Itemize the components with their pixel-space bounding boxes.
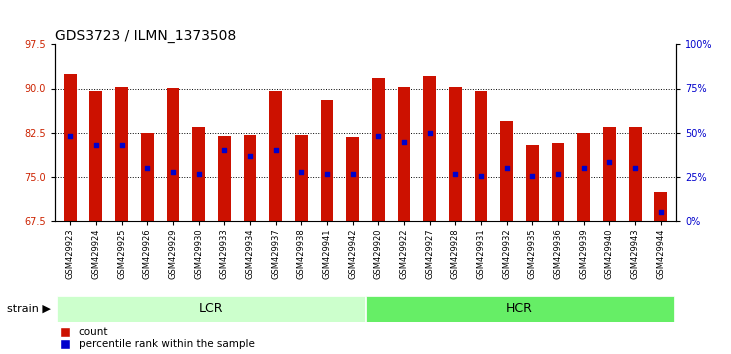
Text: LCR: LCR bbox=[199, 302, 224, 315]
Bar bbox=[295, 135, 308, 221]
Bar bbox=[269, 91, 282, 221]
Point bbox=[475, 173, 487, 179]
Point bbox=[346, 171, 358, 177]
Bar bbox=[64, 74, 77, 221]
Bar bbox=[192, 127, 205, 221]
Point bbox=[373, 133, 385, 138]
Text: strain ▶: strain ▶ bbox=[7, 304, 51, 314]
Point bbox=[604, 159, 616, 165]
Bar bbox=[500, 121, 513, 221]
Bar bbox=[115, 87, 128, 221]
Bar bbox=[58, 296, 366, 322]
Bar bbox=[243, 135, 257, 221]
Bar bbox=[603, 127, 616, 221]
Point bbox=[167, 170, 179, 175]
Bar bbox=[577, 133, 590, 221]
Bar bbox=[89, 91, 102, 221]
Point bbox=[398, 139, 410, 144]
Point bbox=[64, 133, 76, 138]
Bar bbox=[167, 88, 179, 221]
Point bbox=[141, 165, 153, 171]
Point bbox=[193, 171, 205, 177]
Point bbox=[90, 142, 102, 147]
Point bbox=[244, 154, 256, 159]
Point bbox=[450, 171, 461, 177]
Bar bbox=[366, 296, 673, 322]
Bar bbox=[321, 100, 333, 221]
Point bbox=[526, 173, 538, 179]
Bar bbox=[218, 136, 231, 221]
Bar bbox=[346, 137, 359, 221]
Point bbox=[424, 130, 436, 136]
Point bbox=[655, 210, 667, 215]
Point bbox=[270, 148, 281, 153]
Point bbox=[115, 142, 127, 147]
Point bbox=[501, 165, 512, 171]
Bar bbox=[398, 87, 410, 221]
Bar bbox=[141, 133, 154, 221]
Bar bbox=[552, 143, 564, 221]
Point bbox=[295, 170, 307, 175]
Point bbox=[629, 165, 641, 171]
Text: GDS3723 / ILMN_1373508: GDS3723 / ILMN_1373508 bbox=[55, 29, 236, 43]
Bar bbox=[526, 144, 539, 221]
Bar bbox=[449, 87, 462, 221]
Point bbox=[578, 165, 590, 171]
Text: HCR: HCR bbox=[506, 302, 533, 315]
Bar bbox=[474, 91, 488, 221]
Bar bbox=[423, 75, 436, 221]
Point bbox=[321, 171, 333, 177]
Point bbox=[219, 148, 230, 153]
Bar bbox=[629, 127, 642, 221]
Point bbox=[552, 171, 564, 177]
Bar bbox=[372, 79, 385, 221]
Bar bbox=[654, 192, 667, 221]
Legend: count, percentile rank within the sample: count, percentile rank within the sample bbox=[60, 327, 254, 349]
